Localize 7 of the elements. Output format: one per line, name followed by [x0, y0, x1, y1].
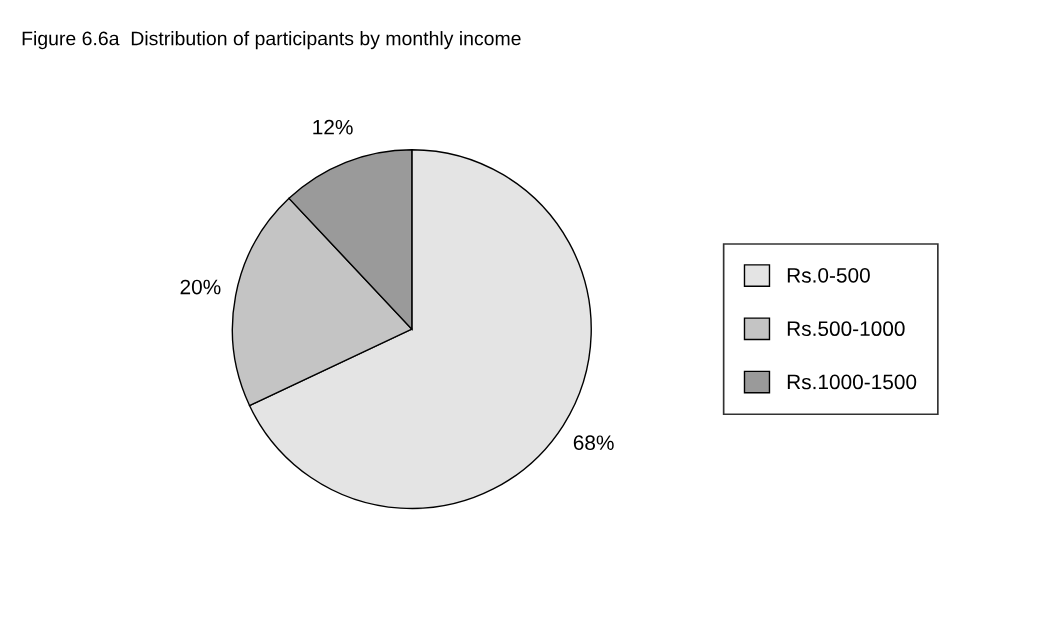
data-label: 20%: [180, 279, 221, 295]
data-label: 12%: [313, 119, 353, 135]
legend-label: Rs.0-500: [787, 267, 870, 283]
chart-title: Figure 6.6a Distribution of participants by monthly income: [22, 31, 521, 50]
legend-label: Rs.500-1000: [787, 321, 905, 337]
legend-label: Rs.1000-1500: [787, 374, 917, 390]
data-label: 68%: [573, 435, 614, 451]
